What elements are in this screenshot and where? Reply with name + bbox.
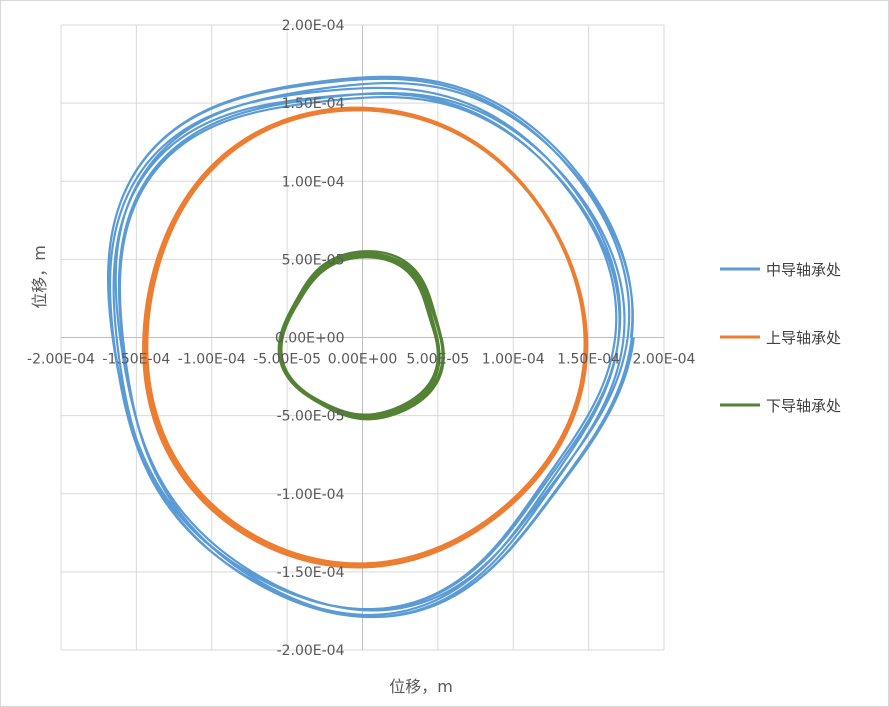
x-tick-label: 0.00E+00 <box>328 352 398 368</box>
y-tick-label: 2.00E-04 <box>282 18 345 34</box>
series-layer <box>106 75 635 619</box>
y-tick-label: -5.00E-05 <box>277 409 345 425</box>
y-axis-title: 位移，m <box>30 245 49 309</box>
legend-item: 下导轴承处 <box>720 397 841 415</box>
x-tick-label: -1.50E-04 <box>102 352 170 368</box>
legend-label: 中导轴承处 <box>766 261 841 279</box>
y-tick-label: 0.00E+00 <box>275 331 345 347</box>
series-orbit <box>106 75 635 619</box>
x-tick-label: 1.50E-04 <box>557 352 620 368</box>
legend-item: 上导轴承处 <box>720 329 841 347</box>
y-tick-label: 1.50E-04 <box>282 96 345 112</box>
x-tick-label: -5.00E-05 <box>253 352 321 368</box>
y-tick-label: -1.00E-04 <box>277 487 345 503</box>
x-tick-label: -1.00E-04 <box>178 352 246 368</box>
x-tick-label: 5.00E-05 <box>406 352 469 368</box>
legend-label: 下导轴承处 <box>766 397 841 415</box>
x-tick-label: 1.00E-04 <box>482 352 545 368</box>
x-tick-label: -2.00E-04 <box>27 352 95 368</box>
y-tick-label: -1.50E-04 <box>277 565 345 581</box>
legend-item: 中导轴承处 <box>720 261 841 279</box>
series-orbit <box>277 250 445 421</box>
y-tick-label: 5.00E-05 <box>282 252 345 268</box>
x-tick-label: 2.00E-04 <box>633 352 696 368</box>
y-tick-label: 1.00E-04 <box>282 174 345 190</box>
legend-label: 上导轴承处 <box>766 329 841 347</box>
tick-labels: -2.00E-04 -1.50E-04 -1.00E-04 -5.00E-05 0.00… <box>27 18 696 659</box>
axes <box>61 25 664 650</box>
y-tick-label: -2.00E-04 <box>277 643 345 659</box>
x-axis-title: 位移，m <box>389 677 453 696</box>
series-orbit <box>142 106 589 569</box>
